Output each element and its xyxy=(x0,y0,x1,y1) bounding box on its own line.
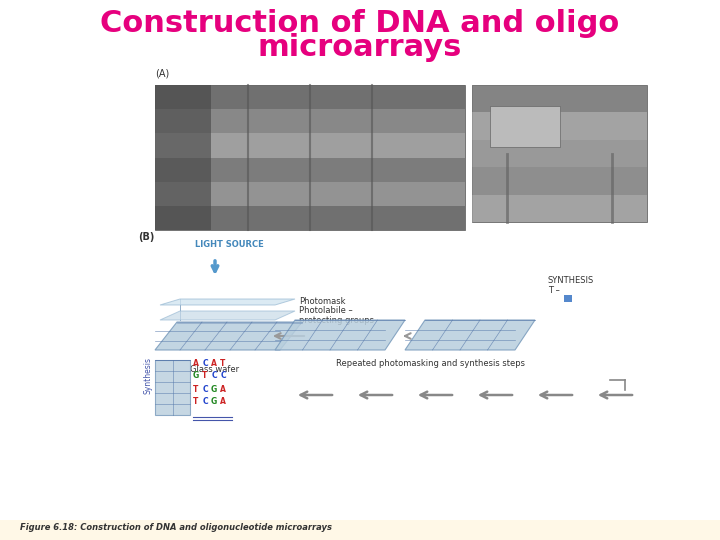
Bar xyxy=(564,295,572,302)
Polygon shape xyxy=(155,322,302,350)
Text: Figure 6.18: Construction of DNA and oligonucleotide microarrays: Figure 6.18: Construction of DNA and oli… xyxy=(20,523,332,532)
Text: A: A xyxy=(220,397,226,407)
Text: A: A xyxy=(211,359,217,368)
Bar xyxy=(472,167,647,194)
Text: Repeated photomasking and synthesis steps: Repeated photomasking and synthesis step… xyxy=(336,359,524,368)
Bar xyxy=(155,109,465,133)
Text: C: C xyxy=(211,372,217,381)
Bar xyxy=(472,112,647,140)
Text: Synthesis: Synthesis xyxy=(143,356,153,394)
Text: A: A xyxy=(220,384,226,394)
Text: C: C xyxy=(202,397,208,407)
Text: A: A xyxy=(193,359,199,368)
Text: SYNTHESIS
T –: SYNTHESIS T – xyxy=(548,275,594,295)
Bar xyxy=(490,105,559,147)
Text: Photomask: Photomask xyxy=(299,298,346,307)
Polygon shape xyxy=(275,320,405,350)
Bar xyxy=(472,140,647,167)
Text: (B): (B) xyxy=(138,232,154,242)
Bar xyxy=(155,158,465,181)
Bar xyxy=(0,520,720,540)
Polygon shape xyxy=(160,299,295,305)
Text: T: T xyxy=(220,359,225,368)
Text: G: G xyxy=(211,384,217,394)
Text: LIGHT SOURCE: LIGHT SOURCE xyxy=(195,240,264,249)
Bar xyxy=(472,85,647,112)
Text: T: T xyxy=(193,397,199,407)
Text: C: C xyxy=(220,372,226,381)
Text: T: T xyxy=(193,384,199,394)
Bar xyxy=(155,85,465,109)
Bar xyxy=(472,85,647,222)
Text: T: T xyxy=(202,372,207,381)
Polygon shape xyxy=(155,360,190,415)
Bar xyxy=(155,133,465,158)
Text: Photolabile –
protecting groups: Photolabile – protecting groups xyxy=(299,306,374,325)
Text: (A): (A) xyxy=(155,68,169,78)
Text: G: G xyxy=(193,372,199,381)
Polygon shape xyxy=(160,311,295,320)
Polygon shape xyxy=(405,320,535,350)
Bar xyxy=(472,194,647,222)
Text: C: C xyxy=(202,359,208,368)
Text: Construction of DNA and oligo: Construction of DNA and oligo xyxy=(100,9,620,37)
Text: microarrays: microarrays xyxy=(258,32,462,62)
Bar xyxy=(155,181,465,206)
Bar xyxy=(155,85,211,230)
Text: C: C xyxy=(202,384,208,394)
Text: Glass wafer: Glass wafer xyxy=(190,365,240,374)
Bar xyxy=(155,206,465,230)
Text: G: G xyxy=(211,397,217,407)
Bar xyxy=(155,85,465,230)
